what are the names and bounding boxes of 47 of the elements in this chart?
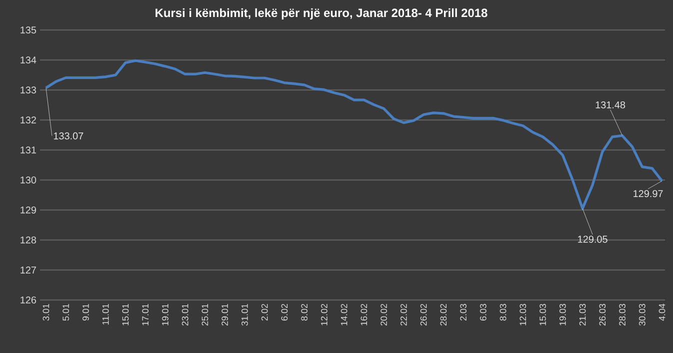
annotation: 129.05 [578,236,608,243]
x-tick-label: 15.01 [122,304,129,326]
annotation: 131.48 [596,101,626,108]
x-tick-label: 31.01 [242,304,248,326]
x-tick-label: 26.02 [420,304,427,326]
x-tick-label: 20.02 [380,304,387,326]
x-tick-label: 28.02 [440,304,447,326]
annotation: 129.97 [634,190,663,198]
x-tick-label: 12.02 [321,304,328,326]
x-tick-label: 16.02 [360,304,368,326]
x-tick-label: 22.02 [400,304,407,326]
x-tick-label: 4.04 [658,304,666,321]
x-tick-label: 9.01 [82,304,89,321]
y-tick-label: 132 [20,116,36,124]
x-tick-label: 2.02 [261,304,268,321]
x-tick-label: 21.03 [579,304,586,326]
x-tick-label: 2.03 [460,304,466,321]
y-tick-label: 135 [20,26,36,34]
x-tick-label: 12.03 [520,304,526,326]
x-tick-label: 17.01 [142,304,149,326]
x-tick-label: 19.03 [559,304,566,326]
y-tick-label: 130 [20,176,36,184]
x-tick-label: 5.01 [62,304,70,321]
x-tick-label: 6.03 [480,304,486,321]
y-tick-label: 131 [20,146,36,154]
x-tick-label: 15.03 [540,304,546,326]
x-tick-label: 29.01 [222,304,228,326]
x-tick-label: 8.02 [301,304,308,321]
x-tick-label: 14.02 [340,304,348,326]
y-tick-label: 128 [20,236,36,244]
x-tick-label: 26.03 [599,304,606,326]
y-tick-label: 127 [20,266,36,274]
chart-title: Kursi i këmbimit, lekë për një euro, Janar 2018- 4 Prill 2018 [156,8,488,20]
x-tick-label: 23.01 [182,304,188,326]
y-tick-label: 126 [20,296,36,304]
x-tick-label: 11.01 [102,304,109,325]
y-tick-label: 134 [20,56,36,64]
x-tick-label: 28.03 [619,304,626,326]
x-tick-label: 19.01 [162,304,168,326]
y-tick-label: 133 [20,86,36,94]
x-tick-label: 25.01 [202,304,208,326]
x-tick-label: 3.01 [42,304,50,321]
annotation: 133.07 [54,132,84,140]
x-tick-label: 30.03 [638,304,646,326]
x-tick-label: 8.03 [500,304,506,321]
y-tick-label: 129 [20,206,36,214]
x-tick-label: 6.02 [281,304,288,321]
